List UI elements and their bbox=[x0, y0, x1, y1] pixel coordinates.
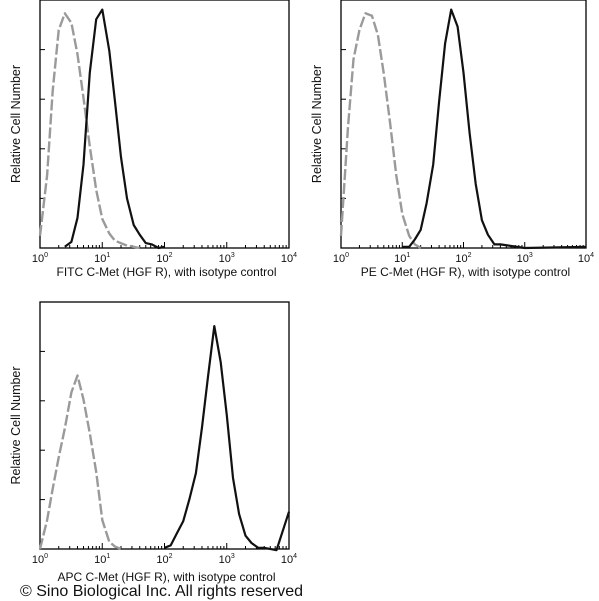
histogram-black-solid bbox=[402, 8, 587, 250]
x-tick-exponent: 0 bbox=[44, 553, 48, 560]
x-tick-exponent: 1 bbox=[106, 252, 110, 259]
x-axis-title: APC C-Met (HGF R), with isotype control bbox=[57, 570, 275, 584]
x-tick-label: 100 bbox=[333, 252, 349, 265]
x-tick-label: 102 bbox=[156, 252, 172, 265]
x-tick-base: 10 bbox=[156, 253, 168, 265]
x-tick-exponent: 4 bbox=[293, 553, 297, 560]
x-tick-base: 10 bbox=[578, 253, 590, 265]
plot-frame bbox=[39, 301, 290, 550]
y-axis-title: Relative Cell Number bbox=[9, 366, 23, 484]
x-tick-label: 100 bbox=[32, 252, 48, 265]
x-axis-title: FITC C-Met (HGF R), with isotype control bbox=[56, 265, 276, 279]
histogram-gray-dashed bbox=[339, 12, 422, 250]
x-tick-base: 10 bbox=[333, 253, 345, 265]
x-tick-exponent: 3 bbox=[529, 252, 533, 259]
x-tick-label: 103 bbox=[219, 252, 235, 265]
x-tick-label: 101 bbox=[394, 252, 410, 265]
x-tick-base: 10 bbox=[455, 253, 467, 265]
x-tick-exponent: 2 bbox=[468, 252, 472, 259]
x-axis-title: PE C-Met (HGF R), with isotype control bbox=[361, 265, 570, 279]
x-tick-base: 10 bbox=[394, 253, 406, 265]
x-tick-label: 101 bbox=[94, 252, 110, 265]
x-tick-base: 10 bbox=[156, 554, 168, 566]
x-tick-label: 104 bbox=[281, 553, 297, 566]
y-axis-title: Relative Cell Number bbox=[310, 65, 324, 183]
x-tick-label: 101 bbox=[94, 553, 110, 566]
x-tick-exponent: 0 bbox=[345, 252, 349, 259]
x-tick-exponent: 4 bbox=[590, 252, 594, 259]
histogram-black-solid bbox=[64, 8, 165, 250]
x-tick-base: 10 bbox=[94, 554, 106, 566]
x-tick-exponent: 1 bbox=[106, 553, 110, 560]
x-tick-base: 10 bbox=[281, 253, 293, 265]
x-tick-base: 10 bbox=[32, 554, 44, 566]
x-tick-base: 10 bbox=[219, 554, 231, 566]
x-tick-label: 103 bbox=[219, 553, 235, 566]
x-tick-exponent: 0 bbox=[44, 252, 48, 259]
histogram-black-solid bbox=[164, 325, 291, 552]
x-tick-exponent: 3 bbox=[231, 553, 235, 560]
histogram-gray-dashed bbox=[38, 374, 122, 551]
x-tick-exponent: 1 bbox=[406, 252, 410, 259]
y-axis-title: Relative Cell Number bbox=[9, 65, 23, 183]
x-tick-base: 10 bbox=[281, 554, 293, 566]
x-tick-exponent: 2 bbox=[169, 553, 173, 560]
x-tick-label: 102 bbox=[156, 553, 172, 566]
x-tick-label: 104 bbox=[281, 252, 297, 265]
x-tick-base: 10 bbox=[517, 253, 529, 265]
copyright-notice: © Sino Biological Inc. All rights reserv… bbox=[20, 583, 304, 600]
x-tick-label: 100 bbox=[32, 553, 48, 566]
histogram-gray-dashed bbox=[38, 12, 140, 250]
x-tick-exponent: 2 bbox=[169, 252, 173, 259]
x-tick-label: 104 bbox=[578, 252, 594, 265]
x-tick-base: 10 bbox=[32, 253, 44, 265]
x-tick-base: 10 bbox=[94, 253, 106, 265]
x-tick-base: 10 bbox=[219, 253, 231, 265]
x-tick-exponent: 4 bbox=[293, 252, 297, 259]
x-tick-label: 102 bbox=[455, 252, 471, 265]
x-tick-exponent: 3 bbox=[231, 252, 235, 259]
x-tick-label: 103 bbox=[517, 252, 533, 265]
